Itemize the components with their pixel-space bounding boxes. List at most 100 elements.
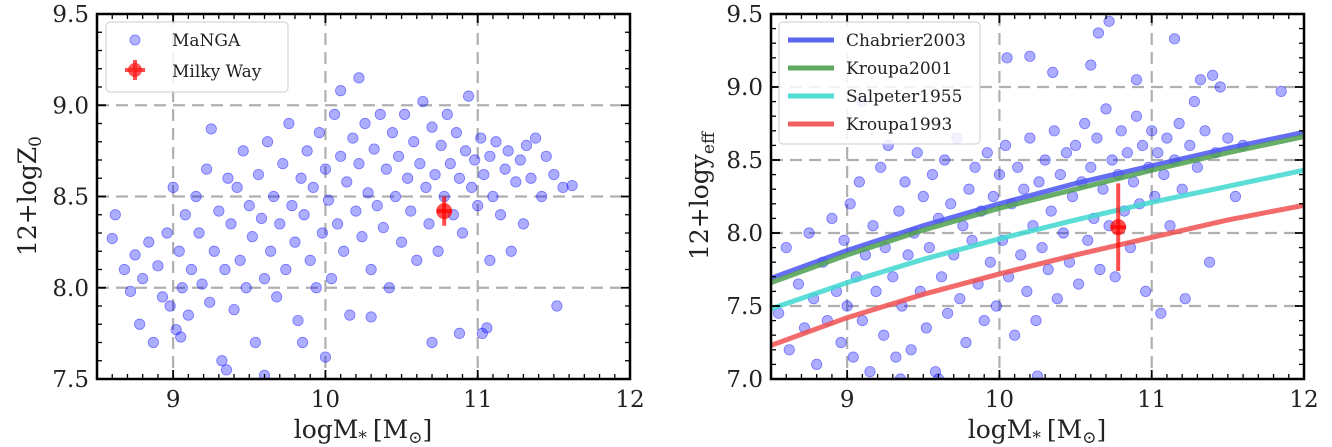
scatter-point [240,282,252,294]
scatter-point [867,220,879,232]
scatter-point [1091,132,1103,144]
scatter-point [414,158,426,170]
scatter-point [1079,117,1091,130]
scatter-point [990,300,1002,312]
scatter-point [365,311,377,323]
scatter-point [1015,249,1027,261]
scatter-point [893,205,905,217]
scatter-point [502,145,514,157]
scatter-point [213,205,225,217]
left-tick-labels: 9 10 11 12 7.5 8.0 8.5 9.0 9.5 [52,2,644,413]
scatter-point [426,336,438,349]
left-x-axis-label: logM* [M⊙] [294,415,433,447]
scatter-point [484,150,496,162]
scatter-point [143,236,155,248]
scatter-point [316,227,328,239]
scatter-point [1036,242,1048,254]
scatter-point [332,218,344,230]
scatter-point [277,158,289,170]
scatter-point [175,331,187,343]
scatter-point [875,161,887,173]
scatter-point [529,132,542,144]
scatter-point [999,139,1012,151]
scatter-point [432,245,444,257]
left-y-axis-label: 12+logZ0 [13,136,46,256]
scatter-point [129,249,141,261]
model-line-chabrier2003 [771,129,1304,281]
milky-way-point [436,203,453,220]
scatter-point [939,154,951,166]
y-tick-label: 7.0 [726,367,763,393]
scatter-point [510,176,522,188]
x-tick-label: 11 [1137,387,1166,413]
scatter-point [478,169,490,181]
scatter-point [292,314,304,327]
scatter-point [164,300,176,312]
scatter-point [196,278,208,290]
scatter-point [1054,169,1066,181]
scatter-point [286,200,298,212]
scatter-point [1085,59,1097,71]
x-tick-label: 12 [1289,387,1318,413]
scatter-point [268,190,280,203]
scatter-point [167,181,179,193]
right-scatter-points [773,15,1287,379]
right-legend: Chabrier2003 Kroupa2001 Salpeter1955 Kroupa… [778,21,981,145]
scatter-point [208,245,220,257]
y-tick-label: 7.5 [726,294,763,320]
scatter-point [1275,85,1287,97]
scatter-point [201,163,213,175]
scatter-point [942,307,954,319]
right-ticks [770,13,1305,380]
scatter-point [954,293,966,305]
scatter-point [301,145,313,157]
scatter-point [341,176,353,188]
scatter-point [783,344,795,356]
scatter-point [1115,125,1127,137]
scatter-point [283,117,295,130]
scatter-point [359,117,371,130]
scatter-point [1194,74,1207,86]
milky-way-point [1110,219,1127,236]
scatter-point [481,322,493,334]
scatter-point [1179,293,1191,305]
scatter-point [307,181,319,193]
scatter-point [1140,285,1152,297]
scatter-point [261,136,274,148]
scatter-point [1057,227,1069,239]
scatter-point [1214,81,1226,93]
scatter-point [462,90,475,102]
scatter-point [1184,139,1196,151]
scatter-point [978,314,990,327]
scatter-point [450,127,462,139]
right-legend-box [778,21,981,145]
scatter-point [902,249,914,261]
scatter-point [118,263,131,276]
scatter-point [960,336,972,349]
scatter-point [1001,52,1013,64]
legend-label: Salpeter1955 [846,87,962,107]
scatter-point [453,327,466,339]
scatter-point [179,209,191,221]
scatter-point [280,263,292,276]
scatter-point [792,278,805,290]
scatter-point [984,256,996,268]
scatter-point [243,200,255,212]
scatter-point [228,304,240,316]
scatter-point [237,145,249,157]
scatter-point [134,318,146,330]
scatter-point [1222,132,1234,144]
scatter-point [310,282,322,294]
scatter-point [557,181,569,193]
scatter-point [205,123,217,135]
model-line-kroupa1993 [771,202,1304,348]
scatter-point [1173,117,1185,130]
scatter-point [1158,169,1170,181]
scatter-point [147,336,159,349]
scatter-point [803,227,815,239]
scatter-point [176,282,188,294]
scatter-point [222,172,234,184]
scatter-point [472,200,484,212]
scatter-point [899,176,911,188]
scatter-point [371,200,383,212]
